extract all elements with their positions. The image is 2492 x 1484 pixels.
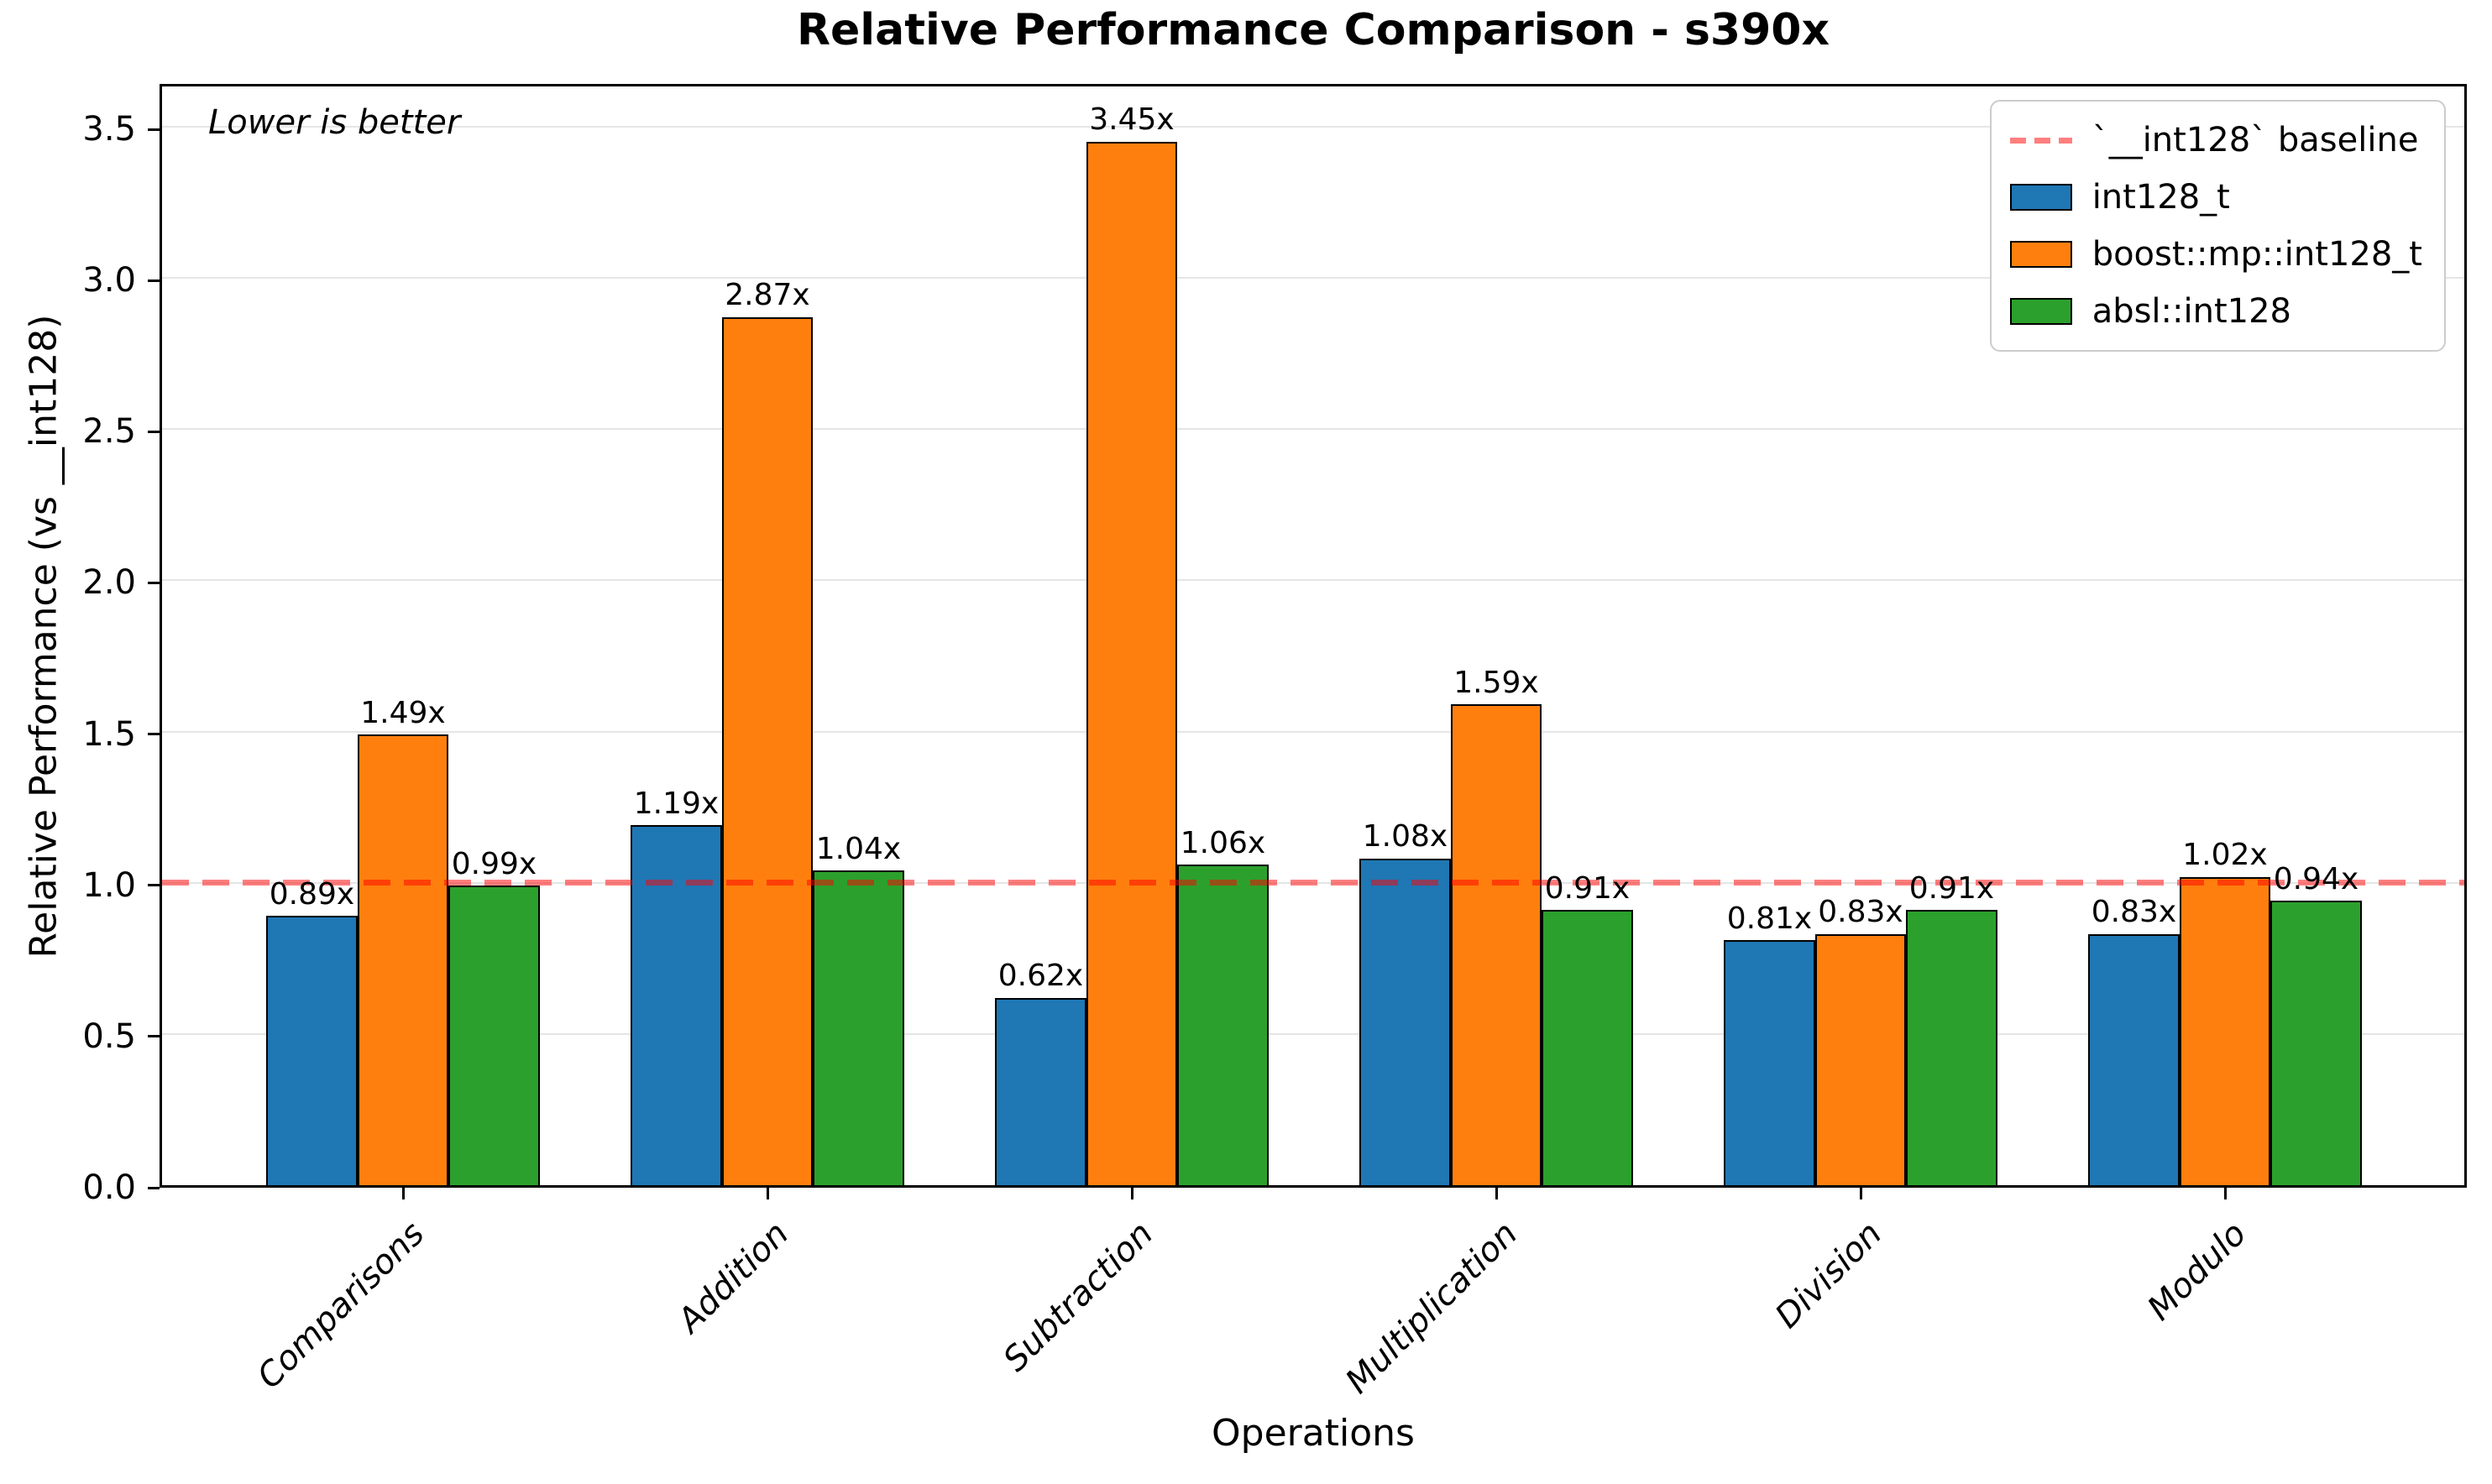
legend-item-series: boost::mp::int128_t [2009,231,2422,278]
x-tick-mark [2223,1188,2227,1199]
plot-area: 0.89x 1.49x 0.99x 1.19x 2.87x 1.04x 0.62x 3.45x… [160,84,2467,1188]
bar-value-label: 0.83x [2091,895,2177,930]
bar-value-label: 0.94x [2273,861,2359,896]
gridline [162,579,2464,582]
bar-value-label: 3.45x [1089,102,1175,138]
bar [357,734,449,1185]
y-tick-label: 1.5 [82,714,136,754]
baseline-dash-icon [2009,137,2072,144]
bar [266,916,358,1185]
bar-value-label: 0.91x [1908,870,1995,906]
gridline [162,126,2464,128]
y-tick-mark [148,1186,160,1189]
legend-item-series: absl::int128 [2009,288,2422,335]
y-tick-mark [148,733,160,736]
y-tick-label: 3.0 [82,261,136,300]
legend-swatch-icon [2009,184,2072,211]
y-tick-mark [148,128,160,131]
chart-title: Relative Performance Comparison - s390x [796,5,1830,55]
x-axis-label: Operations [1212,1412,1415,1455]
bar-value-label: 1.49x [360,695,446,730]
baseline-line [162,880,2464,886]
bar-value-label: 2.87x [725,278,810,313]
bar [1906,910,1997,1185]
bar [2179,876,2271,1185]
bar-value-label: 1.06x [1180,825,1266,860]
bar [1542,910,1633,1185]
gridline [162,428,2464,431]
y-tick-label: 2.5 [82,412,136,452]
x-tick-mark [1859,1188,1862,1199]
bar [2270,901,2362,1185]
bar-value-label: 1.59x [1453,665,1539,700]
legend-label: `__int128` baseline [2092,121,2419,159]
x-tick-mark [766,1188,769,1199]
bar [721,317,814,1185]
gridline [162,1032,2464,1035]
x-tick-mark [401,1188,405,1199]
bar [448,886,540,1185]
y-tick-label: 3.5 [82,110,136,149]
y-tick-label: 0.5 [82,1016,136,1056]
bar-value-label: 0.81x [1726,901,1813,936]
x-tick-mark [1495,1188,1498,1199]
y-tick-mark [148,279,160,282]
bar [1177,865,1269,1185]
lower-is-better-annotation: Lower is better [208,103,461,142]
bar [813,870,904,1185]
bar-value-label: 1.19x [633,786,720,821]
bar-value-label: 0.62x [997,959,1084,994]
bar-value-label: 0.91x [1544,870,1631,906]
bar [1359,858,1451,1185]
bar [1814,933,1907,1185]
bar-value-label: 1.02x [2182,837,2268,872]
bar [995,997,1086,1185]
bar-value-label: 0.89x [269,876,355,912]
bar [1450,704,1542,1185]
y-tick-mark [148,430,160,433]
bar-value-label: 0.99x [451,846,537,881]
bar-value-label: 1.08x [1362,819,1448,854]
x-tick-mark [1130,1188,1133,1199]
legend-item-series: int128_t [2009,174,2422,221]
legend-item-baseline: `__int128` baseline [2009,117,2422,164]
gridline [162,277,2464,280]
legend-swatch-icon [2009,298,2072,325]
bar-value-label: 0.83x [1818,895,1903,930]
bar [1724,940,1815,1185]
y-tick-label: 0.0 [82,1168,136,1207]
legend-label: boost::mp::int128_t [2092,235,2422,274]
gridline [162,730,2464,733]
bar-value-label: 1.04x [815,831,902,866]
legend-swatch-icon [2009,241,2072,268]
y-tick-label: 1.0 [82,865,136,905]
y-tick-label: 2.0 [82,563,136,603]
bar [1086,142,1178,1185]
y-tick-mark [148,1035,160,1038]
legend-label: int128_t [2092,178,2230,217]
legend-label: absl::int128 [2092,292,2291,331]
y-tick-mark [148,581,160,584]
y-tick-mark [148,884,160,887]
bar [2088,933,2180,1185]
